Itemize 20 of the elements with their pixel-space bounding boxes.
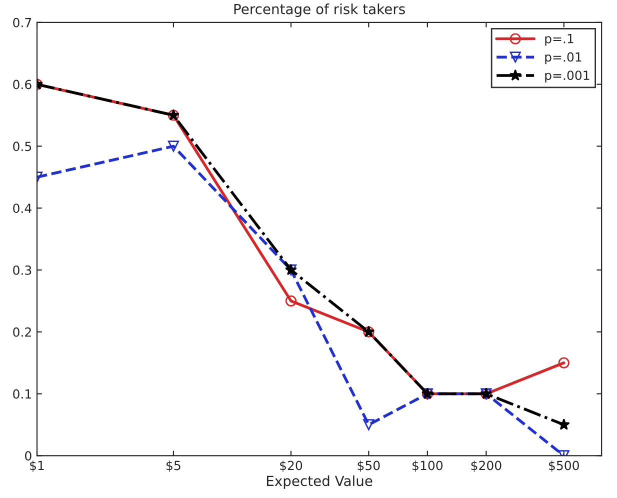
- x-tick-label: $500: [549, 460, 579, 472]
- y-tick-label: 0.3: [13, 265, 32, 275]
- legend-label: p=.1: [545, 34, 574, 46]
- y-tick-label: 0.5: [13, 142, 32, 152]
- x-tick-label: $200: [471, 460, 502, 472]
- x-tick-label: $100: [412, 460, 443, 472]
- y-tick-label: 0.2: [13, 327, 31, 337]
- y-tick-label: 0.7: [13, 18, 32, 28]
- y-tick-label: 0.1: [13, 389, 32, 399]
- y-tick-label: 0.4: [13, 204, 32, 214]
- x-tick-label: $20: [280, 460, 302, 472]
- x-axis-title: Expected Value: [266, 475, 372, 489]
- y-tick-label: 0: [25, 451, 32, 461]
- x-tick-label: $50: [358, 460, 380, 472]
- y-tick-label: 0.6: [13, 80, 32, 90]
- legend-label: p=.01: [545, 52, 582, 64]
- chart-title: Percentage of risk takers: [234, 4, 405, 17]
- legend-label: p=.001: [545, 70, 590, 82]
- x-tick-label: $1: [30, 460, 44, 472]
- x-tick-label: $5: [166, 460, 180, 472]
